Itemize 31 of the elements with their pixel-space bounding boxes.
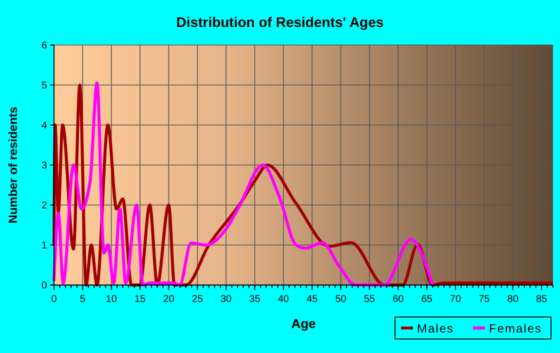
x-tick-label: 50 — [335, 294, 347, 305]
y-tick-label: 6 — [41, 40, 48, 52]
legend-label: Females — [489, 322, 542, 336]
y-tick-label: 3 — [41, 160, 48, 172]
x-tick-label: 0 — [51, 294, 58, 305]
x-tick-label: 55 — [364, 294, 376, 305]
x-tick-label: 20 — [163, 294, 175, 305]
x-tick-label: 10 — [106, 294, 118, 305]
x-tick-label: 70 — [450, 294, 462, 305]
x-tick-label: 25 — [192, 294, 204, 305]
x-tick-label: 30 — [220, 294, 232, 305]
x-tick-label: 75 — [478, 294, 490, 305]
x-tick-label: 15 — [134, 294, 146, 305]
x-tick-label: 35 — [249, 294, 261, 305]
y-tick-label: 2 — [41, 200, 48, 212]
y-tick-label: 1 — [41, 240, 48, 252]
x-tick-label: 5 — [80, 294, 86, 305]
x-tick-label: 80 — [507, 294, 519, 305]
y-axis-title: Number of residents — [6, 106, 20, 224]
x-tick-label: 85 — [536, 294, 548, 305]
x-tick-label: 65 — [421, 294, 433, 305]
line-series — [52, 82, 434, 286]
x-axis-title: Age — [291, 316, 316, 331]
y-tick-label: 4 — [41, 120, 48, 132]
chart-title: Distribution of Residents' Ages — [176, 14, 384, 30]
y-tick-label: 5 — [41, 80, 48, 92]
legend-label: Males — [417, 322, 454, 336]
x-tick-label: 60 — [392, 294, 404, 305]
x-tick-label: 40 — [278, 294, 290, 305]
x-tick-label: 45 — [306, 294, 318, 305]
y-tick-label: 0 — [41, 280, 48, 292]
